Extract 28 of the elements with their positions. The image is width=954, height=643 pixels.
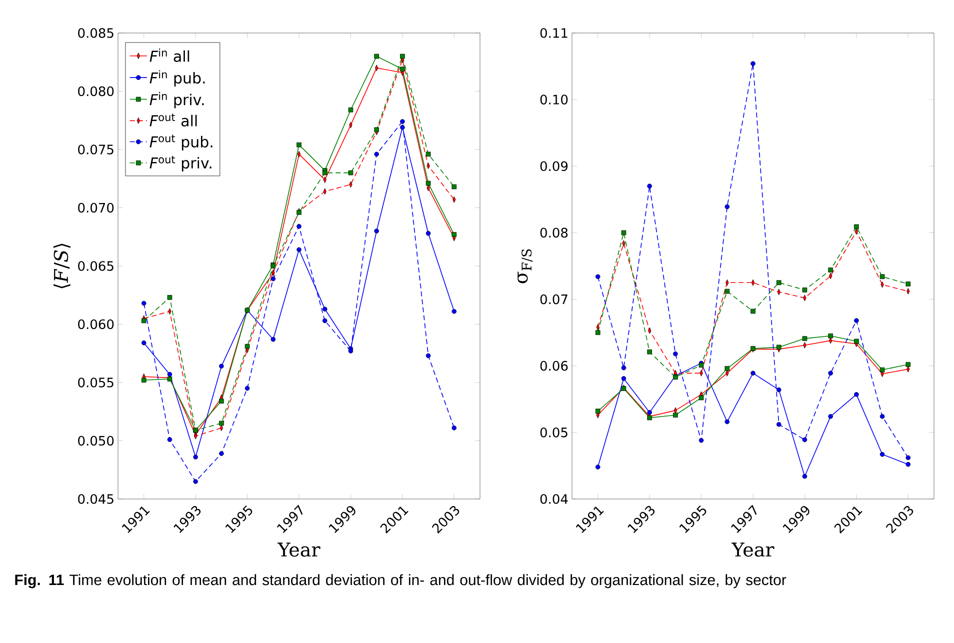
y-tick-label: 0.065 <box>78 261 114 271</box>
y-tick-label: 0.11 <box>540 28 568 38</box>
y-tick-label: 0.09 <box>540 161 568 172</box>
y-tick-label: 0.06 <box>540 360 568 371</box>
x-axis-title: Year <box>732 542 774 557</box>
y-tick-label: 0.05 <box>540 428 568 438</box>
y-tick-label: 0.060 <box>78 319 114 330</box>
legend-label: F$^{in}$ priv. <box>150 92 204 108</box>
legend-label: F$^{out}$ priv. <box>150 156 212 172</box>
y-tick-label: 0.080 <box>78 86 114 96</box>
y-axis-title: σ$_{F/S}$ <box>518 249 533 284</box>
legend-label: F$^{out}$ all <box>150 114 197 126</box>
legend-label: F$^{in}$ all <box>150 48 190 62</box>
y-tick-label: 0.075 <box>78 144 114 154</box>
y-tick-label: 0.07 <box>540 294 568 304</box>
y-tick-label: 0.08 <box>540 228 568 238</box>
y-tick-label: 0.045 <box>78 494 114 504</box>
legend-label: F$^{out}$ pub. <box>150 134 212 150</box>
y-tick-label: 0.10 <box>540 94 568 104</box>
text: Fig. 11 Time evolution of mean and standard deviation of in- and out-flow divided by organizational size, by sector <box>15 574 786 588</box>
y-axis-title: ⟨F/S⟩ <box>53 244 70 288</box>
legend-label: F$^{in}$ pub. <box>150 70 205 87</box>
x-axis-title: Year <box>278 542 320 557</box>
y-tick-label: 0.085 <box>78 28 114 38</box>
y-tick-label: 0.050 <box>78 436 114 446</box>
y-tick-label: 0.04 <box>540 494 568 504</box>
y-tick-label: 0.070 <box>78 202 114 213</box>
y-tick-label: 0.055 <box>78 378 114 388</box>
